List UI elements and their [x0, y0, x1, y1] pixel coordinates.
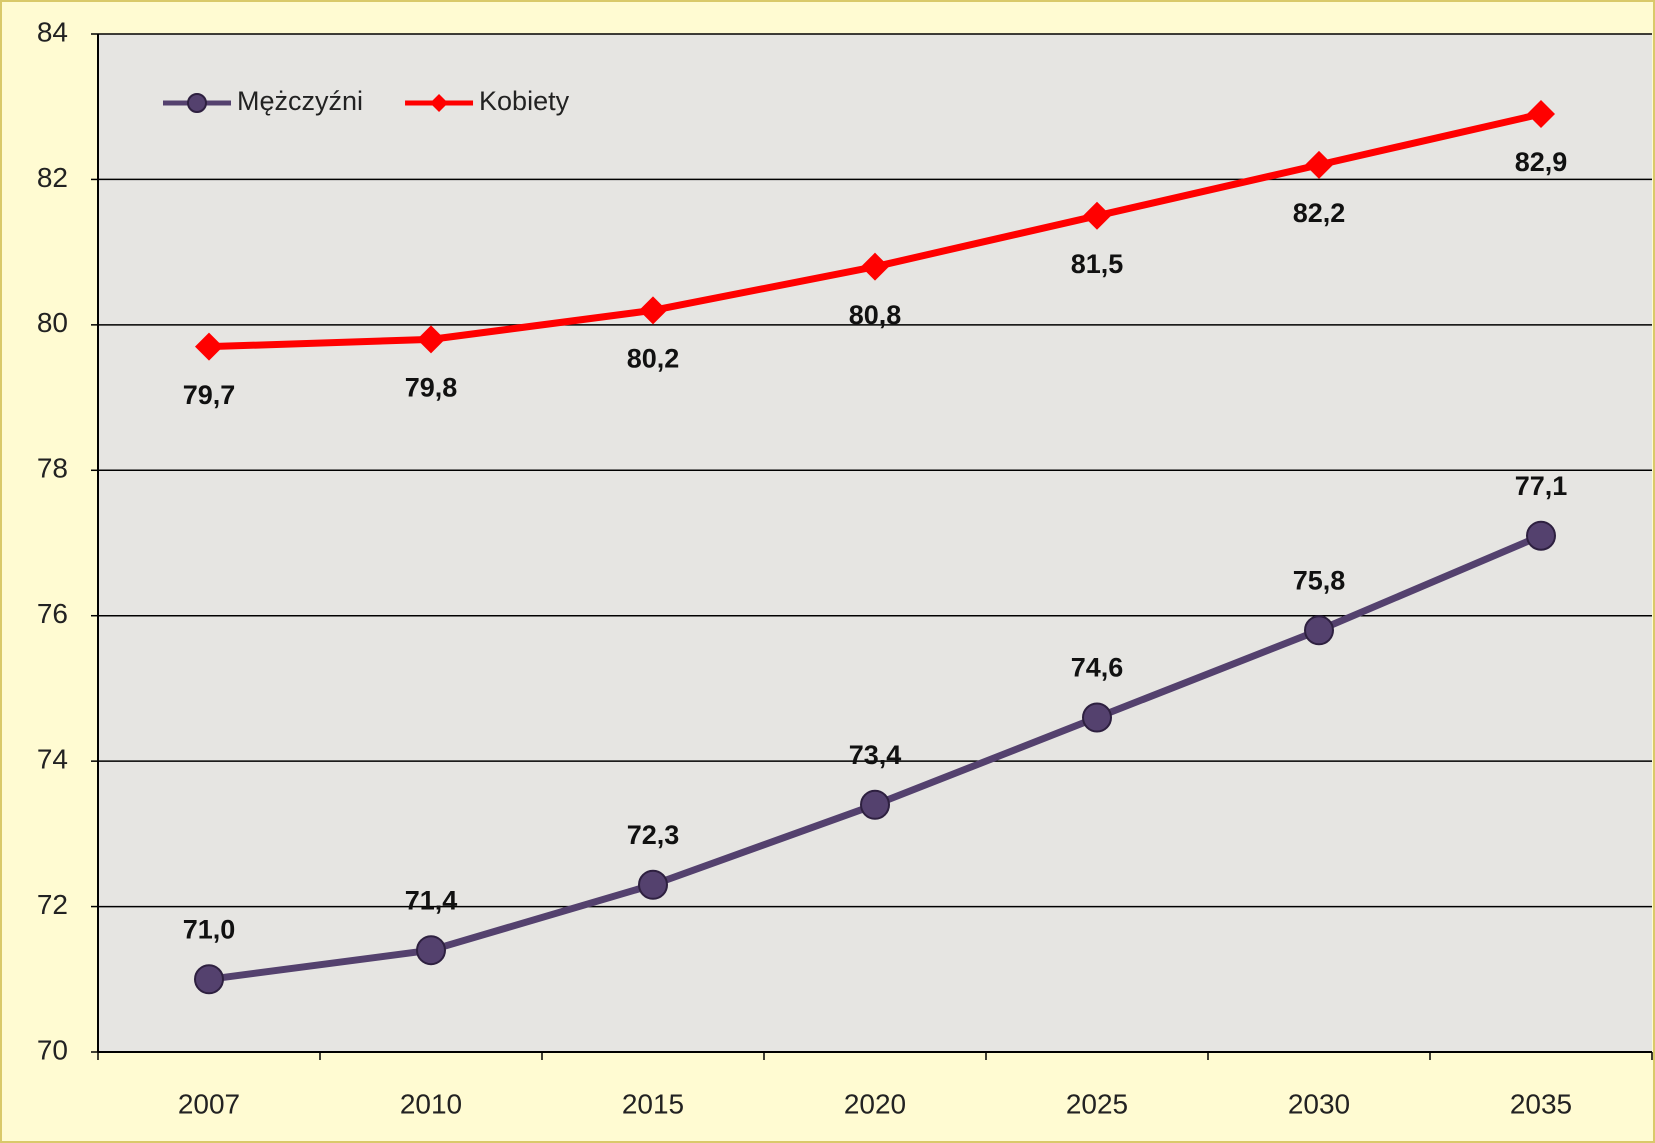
data-point	[860, 789, 890, 820]
value-label: 71,4	[405, 885, 458, 915]
data-point	[1527, 99, 1555, 128]
y-tick-label: 70	[37, 1034, 68, 1065]
value-label: 80,8	[849, 300, 902, 330]
data-point	[194, 964, 224, 995]
y-tick-label: 84	[37, 16, 68, 47]
x-tick-label: 2025	[1066, 1088, 1128, 1119]
data-point	[861, 252, 889, 281]
legend-marker	[430, 94, 449, 112]
x-tick-label: 2035	[1510, 1088, 1572, 1119]
value-label: 79,7	[183, 380, 236, 410]
data-point	[1304, 615, 1334, 646]
value-label: 77,1	[1515, 471, 1568, 501]
data-point	[1082, 702, 1112, 733]
value-label: 71,0	[183, 914, 236, 944]
y-tick-label: 78	[37, 453, 68, 484]
data-point	[1305, 150, 1333, 179]
x-tick-label: 2015	[622, 1088, 684, 1119]
y-tick-label: 74	[37, 744, 68, 775]
y-tick-label: 82	[37, 162, 68, 193]
value-label: 81,5	[1071, 249, 1124, 279]
data-point	[416, 935, 446, 966]
value-label: 79,8	[405, 373, 458, 403]
legend-label: Kobiety	[479, 86, 570, 116]
value-label: 82,9	[1515, 147, 1568, 177]
data-point	[1083, 201, 1111, 230]
value-label: 73,4	[849, 740, 902, 770]
plot-area	[98, 34, 1652, 1052]
value-label: 80,2	[627, 343, 680, 373]
y-tick-label: 76	[37, 598, 68, 629]
x-tick-label: 2007	[178, 1088, 240, 1119]
legend-label: Mężczyźni	[237, 86, 363, 116]
value-label: 75,8	[1293, 565, 1346, 595]
x-tick-label: 2010	[400, 1088, 462, 1119]
data-point	[639, 296, 667, 325]
x-tick-label: 2020	[844, 1088, 906, 1119]
data-point	[638, 869, 668, 900]
legend-marker	[187, 93, 207, 113]
data-point	[417, 325, 445, 354]
value-label: 74,6	[1071, 653, 1124, 683]
y-tick-label: 72	[37, 889, 68, 920]
value-label: 82,2	[1293, 198, 1346, 228]
x-tick-label: 2030	[1288, 1088, 1350, 1119]
y-tick-label: 80	[37, 307, 68, 338]
data-point	[1526, 520, 1556, 551]
data-point	[195, 332, 223, 361]
value-label: 72,3	[627, 820, 680, 850]
